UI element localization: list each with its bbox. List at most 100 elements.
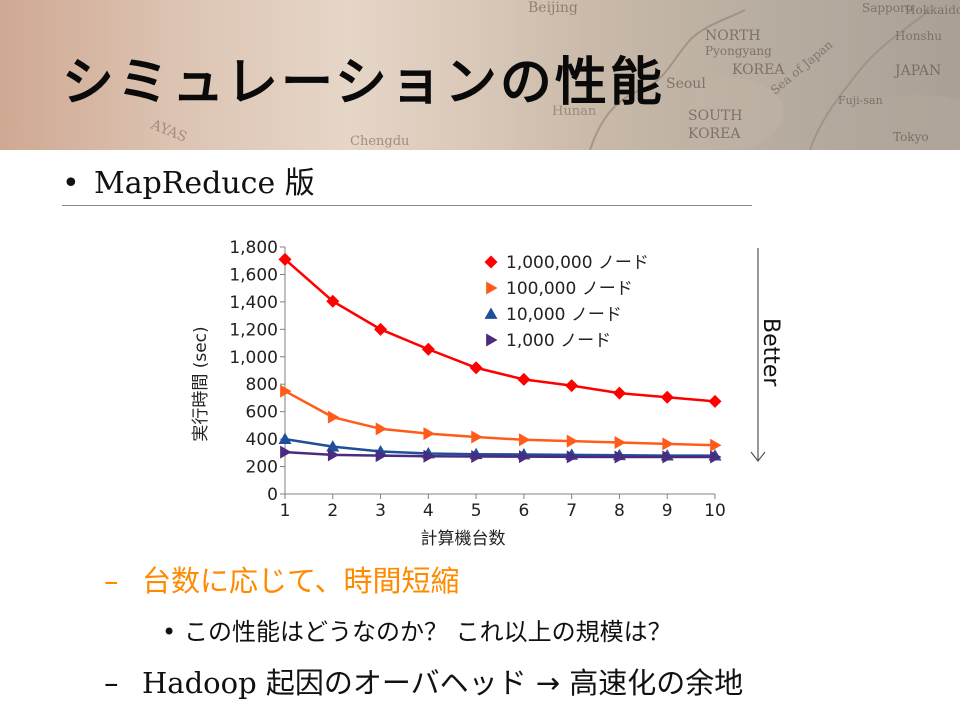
data-point-2 [326,440,340,452]
map-coastline [809,9,931,150]
better-annotation: Better [758,318,783,387]
data-point-3 [471,450,483,464]
map-region [690,77,783,150]
data-point-0 [612,386,626,400]
series-line-1 [284,389,716,447]
data-point-0 [708,394,722,408]
map-label-honshu: Honshu [895,29,942,43]
series-line-0 [284,258,716,403]
data-point-0 [374,322,388,336]
series-line-2 [284,437,715,457]
legend-marker-1 [486,281,498,295]
data-point-0 [326,294,340,308]
data-point-0 [421,342,435,356]
map-label-north: NORTH [705,28,761,44]
map-label-japan: JAPAN [893,63,941,79]
map-label-chengdu: Chengdu [350,134,409,149]
sub-bullet-time-reduction: – 台数に応じて、時間短縮 [104,561,460,601]
data-point-0 [565,379,579,393]
data-point-1 [280,384,292,398]
y-tick-label: 1,600 [229,265,278,285]
data-point-1 [614,436,626,450]
data-point-2 [278,432,292,444]
data-point-1 [519,433,531,447]
data-point-0 [517,372,531,386]
y-tick-label: 800 [246,375,278,395]
y-tick-label: 1,000 [229,348,278,368]
data-point-0 [469,361,483,375]
data-point-1 [662,437,674,451]
sub-bullet-hadoop-overhead: – Hadoop 起因のオーバヘッド → 高速化の余地 [104,663,743,703]
map-label-south: SOUTH [688,108,742,124]
legend-label-0: 1,000,000 ノード [506,253,649,273]
data-point-1 [327,410,340,424]
data-point-0 [660,390,674,404]
map-label-korea-north: KOREA [732,62,785,78]
y-tick-label: 1,800 [229,238,278,258]
y-tick-label: 0 [267,485,278,505]
data-point-3 [519,450,531,464]
bullet-main-text: MapReduce 版 [94,166,315,201]
map-label-sapporo: Sapporo [862,1,913,15]
sub-sub-bullet-question: • この性能はどうなのか？ これ以上の規模は？ [162,615,672,649]
x-tick-label: 10 [704,501,726,521]
legend-marker-3 [486,333,498,347]
legend-label-1: 100,000 ノード [506,279,633,299]
x-tick-label: 4 [423,501,434,521]
x-tick-label: 5 [471,501,482,521]
data-point-3 [327,448,340,462]
data-point-0 [278,252,292,266]
x-tick-label: 6 [518,501,529,521]
x-tick-label: 8 [614,501,625,521]
x-tick-label: 9 [662,501,673,521]
data-point-1 [566,434,579,448]
header-banner: Beijing NORTH Pyongyang KOREA Seoul SOUT… [0,0,960,150]
sub-bullet-hadoop-word: Hadoop [142,666,257,700]
data-point-3 [375,449,388,463]
legend-label-2: 10,000 ノード [506,305,622,325]
page-title: シミュレーションの性能 [62,53,665,113]
legend-marker-0 [484,255,498,269]
map-label-hokkaido: Hokkaido [905,3,960,17]
data-point-3 [662,450,674,464]
map-region [830,94,960,150]
series-line-3 [284,450,715,459]
data-point-1 [471,430,483,444]
legend-marker-2 [484,307,498,319]
map-label-pyongyang: Pyongyang [705,44,772,58]
chart-legend: 1,000,000 ノード 100,000 ノード 10,000 ノード 1,000 … [484,253,649,351]
bullet-main: • MapReduce 版 [62,163,752,206]
x-axis-label: 計算機台数 [421,529,506,549]
sub-bullet-text: 台数に応じて、時間短縮 [142,564,460,598]
data-point-3 [423,449,435,463]
x-tick-label: 7 [566,501,577,521]
x-tick-label: 3 [375,501,386,521]
data-point-1 [423,427,435,441]
dash-marker: – [104,666,119,700]
y-tick-label: 400 [246,430,278,450]
sub-sub-bullet-text: この性能はどうなのか？ これ以上の規模は？ [184,618,672,646]
data-point-3 [614,450,626,464]
map-label-beijing: Beijing [528,0,578,16]
y-tick-label: 1,200 [229,320,278,340]
map-label-fuji-san: Fuji-san [838,94,883,107]
y-tick-label: 200 [246,458,278,478]
x-tick-label: 1 [280,501,291,521]
map-label-korea-south: KOREA [688,126,741,142]
data-point-3 [710,450,722,464]
data-point-1 [710,438,722,452]
map-label-hunan: Hunan [552,104,597,119]
map-label-seoul: Seoul [666,76,706,92]
x-tick-label: 2 [327,501,338,521]
legend-label-3: 1,000 ノード [506,331,611,351]
bullet-marker: • [62,166,80,201]
y-tick-label: 1,400 [229,293,278,313]
data-point-1 [375,422,388,436]
better-arrow-head [750,451,766,462]
dash-marker: – [104,564,119,598]
y-tick-label: 600 [246,403,278,423]
map-label-tokyo: Tokyo [893,130,929,144]
header-map-background: Beijing NORTH Pyongyang KOREA Seoul SOUT… [148,0,960,150]
map-coastline [589,9,746,150]
data-point-3 [566,450,579,464]
